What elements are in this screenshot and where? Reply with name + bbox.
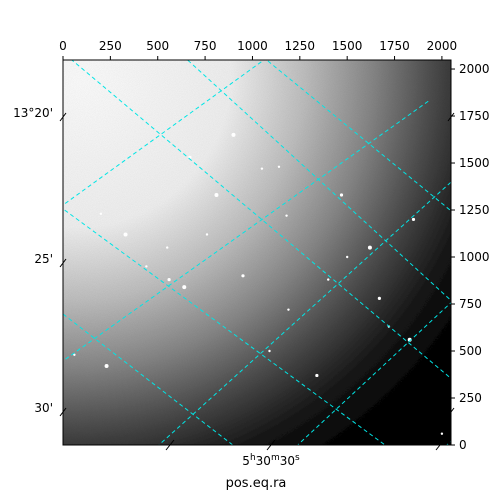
- right-tick-label: 250: [459, 391, 482, 405]
- bottom-tick-mark: [435, 439, 445, 451]
- star: [241, 274, 245, 278]
- star: [145, 265, 148, 268]
- star: [123, 232, 128, 237]
- left-dec-axis: 13°20' 25' 30': [13, 106, 67, 417]
- bottom-tick-mark: [266, 439, 276, 451]
- left-tick-label: 30': [34, 401, 53, 415]
- right-tick-label: 0: [459, 438, 467, 452]
- right-edge-tick-mark: [447, 407, 455, 417]
- star: [440, 432, 444, 435]
- right-edge-tick-mark: [447, 112, 455, 122]
- right-tick-label: 500: [459, 344, 482, 358]
- star: [205, 233, 209, 236]
- right-tick-label: 1250: [459, 203, 490, 217]
- top-tick-label: 250: [99, 39, 122, 53]
- top-tick-label: 750: [194, 39, 217, 53]
- right-y-axis: 0 250 500 750 1000 1250 1500 1750 2000: [451, 62, 490, 452]
- star: [165, 246, 169, 249]
- top-tick-label: 1750: [379, 39, 410, 53]
- right-tick-label: 2000: [459, 62, 490, 76]
- star: [285, 214, 288, 217]
- star: [277, 165, 281, 168]
- top-tick-label: 0: [59, 39, 67, 53]
- grid-line: [158, 181, 451, 445]
- star: [104, 364, 109, 369]
- plot-frame: [62, 59, 452, 446]
- right-tick-label: 1000: [459, 250, 490, 264]
- grid-line: [296, 301, 451, 445]
- star: [182, 285, 187, 290]
- top-tick-label: 2000: [427, 39, 458, 53]
- sky-image: [63, 60, 451, 445]
- top-tick-label: 500: [146, 39, 169, 53]
- star: [411, 217, 416, 222]
- grid-line: [71, 60, 451, 380]
- bottom-tick-label: 5h30m30s: [242, 453, 300, 468]
- star: [327, 278, 330, 281]
- left-tick-label: 25': [34, 252, 53, 266]
- grid-line: [63, 99, 431, 362]
- left-tick-label: 13°20': [13, 106, 53, 120]
- star: [260, 167, 264, 170]
- right-tick-label: 1750: [459, 109, 490, 123]
- grid-line: [63, 208, 386, 445]
- star: [214, 192, 219, 197]
- star: [99, 212, 103, 215]
- top-tick-label: 1500: [332, 39, 363, 53]
- star: [287, 308, 290, 311]
- star: [315, 373, 319, 378]
- x-axis-label: pos.eq.ra: [226, 476, 287, 491]
- star: [377, 296, 381, 300]
- bottom-ra-axis: 5h30m30s: [165, 112, 455, 468]
- bottom-tick-mark: [165, 439, 175, 451]
- star: [339, 193, 344, 197]
- top-x-axis: 0 250 500 750 1000 1250 1500 1750 2000: [59, 39, 457, 60]
- right-tick-label: 1500: [459, 156, 490, 170]
- star: [268, 349, 271, 353]
- grid-line: [265, 60, 451, 212]
- star: [167, 277, 171, 282]
- grid-line: [186, 60, 451, 302]
- top-tick-label: 1250: [285, 39, 316, 53]
- top-tick-label: 1000: [237, 39, 268, 53]
- star: [73, 353, 76, 356]
- left-tick-mark: [59, 258, 67, 268]
- star: [367, 245, 372, 250]
- star: [345, 255, 349, 259]
- left-tick-mark: [59, 112, 67, 122]
- left-tick-mark: [59, 407, 67, 417]
- right-tick-label: 750: [459, 297, 482, 311]
- star: [231, 132, 236, 137]
